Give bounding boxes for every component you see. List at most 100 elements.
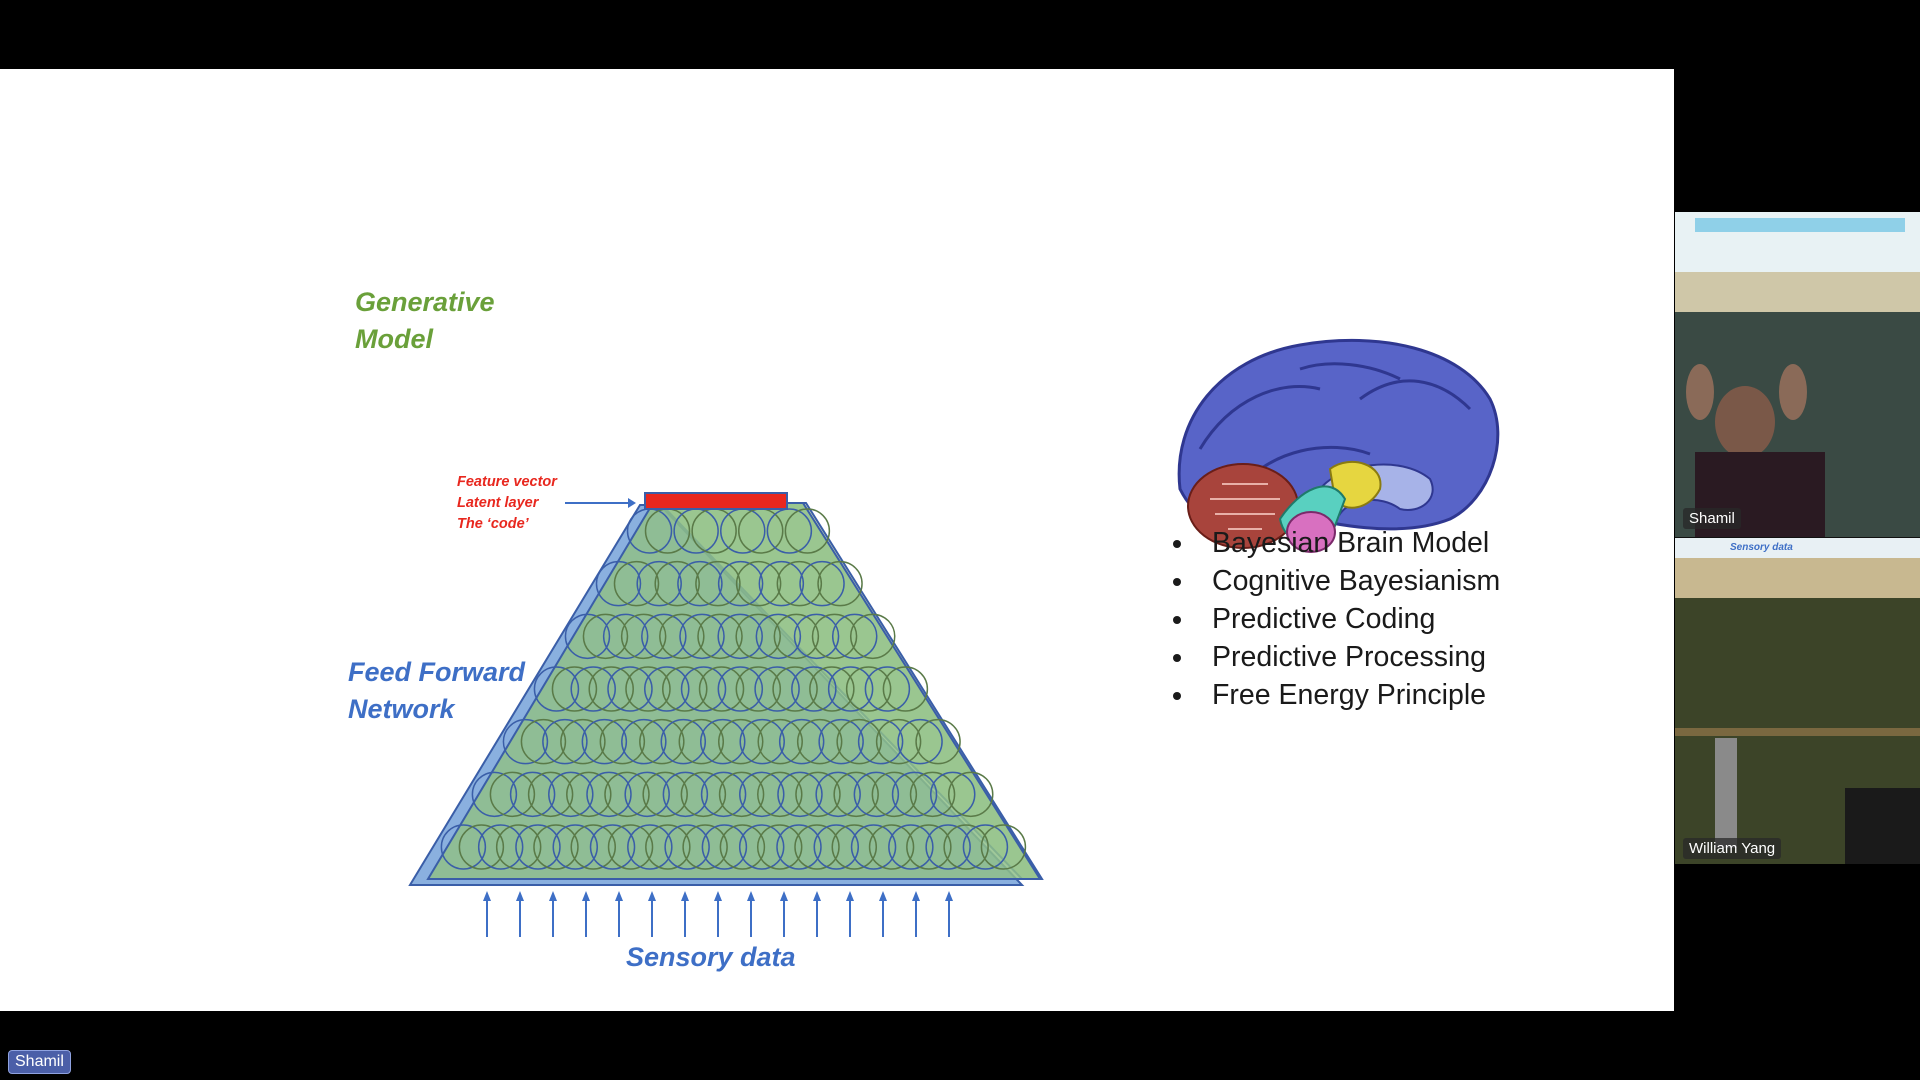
neuron-circle bbox=[604, 771, 650, 818]
neuron-circle bbox=[586, 771, 632, 818]
neuron-circle bbox=[929, 771, 976, 818]
bullet-item: Bayesian Brain Model bbox=[1170, 524, 1500, 562]
neuron-circle bbox=[897, 718, 943, 765]
sensory-arrow-head bbox=[714, 891, 722, 901]
neuron-circle bbox=[756, 824, 803, 870]
neuron-circle bbox=[599, 718, 646, 765]
neuron-circle bbox=[818, 718, 864, 765]
neuron-circle bbox=[602, 613, 649, 660]
neuron-circle bbox=[701, 824, 748, 870]
neuron-circle bbox=[589, 824, 636, 870]
neuron-circle bbox=[739, 771, 785, 818]
neuron-circle bbox=[925, 824, 971, 870]
neuron-circle bbox=[793, 613, 840, 660]
sensory-arrow-head bbox=[582, 891, 590, 901]
neuron-circle bbox=[636, 560, 682, 607]
neuron-circle bbox=[815, 771, 861, 818]
neuron-circle bbox=[773, 613, 820, 660]
neuron-circle bbox=[766, 508, 813, 554]
neuron-circle bbox=[827, 666, 874, 712]
neuron-circle bbox=[735, 666, 782, 712]
neuron-circle bbox=[836, 718, 882, 765]
neuron-circle bbox=[850, 824, 897, 870]
neuron-circle bbox=[642, 771, 688, 818]
generative-model-title: Generative Model bbox=[355, 284, 495, 358]
neuron-circle bbox=[477, 824, 524, 870]
neuron-circle bbox=[717, 560, 764, 607]
neuron-circle bbox=[678, 718, 725, 765]
neuron-circle bbox=[662, 771, 709, 818]
neuron-circle bbox=[853, 771, 900, 818]
neuron-circle bbox=[621, 718, 667, 765]
pyramid-diagram bbox=[408, 338, 1500, 937]
feature-label-line-1: Feature vector bbox=[457, 474, 557, 490]
participant-video-panel: Shamil Sensory data William Yang bbox=[1675, 212, 1920, 864]
neuron-circle bbox=[915, 718, 961, 765]
sensory-arrow-head bbox=[549, 891, 557, 901]
feed-forward-title: Feed Forward Network bbox=[348, 654, 525, 728]
neuron-circle bbox=[735, 560, 782, 607]
neuron-circle bbox=[811, 613, 858, 660]
neuron-circle bbox=[849, 613, 896, 660]
neuron-circles bbox=[440, 508, 1027, 870]
neuron-circle bbox=[754, 666, 800, 712]
neuron-circle bbox=[777, 771, 823, 818]
neuron-circle bbox=[582, 613, 629, 660]
neuron-circle bbox=[644, 666, 690, 712]
neuron-circle bbox=[595, 560, 642, 607]
neuron-circle bbox=[717, 666, 764, 712]
neuron-circle bbox=[943, 824, 989, 870]
neuron-circle bbox=[588, 666, 634, 712]
neuron-circle bbox=[813, 824, 860, 870]
sensory-data-label: Sensory data bbox=[626, 942, 796, 972]
neuron-circle bbox=[515, 824, 561, 870]
neuron-circle bbox=[845, 666, 892, 712]
neuron-circle bbox=[533, 824, 579, 870]
generative-title-line-2: Model bbox=[355, 324, 433, 354]
sensory-arrow-head bbox=[813, 891, 821, 901]
neuron-circle bbox=[697, 613, 743, 660]
neuron-circle bbox=[739, 718, 785, 765]
neuron-circle bbox=[662, 666, 708, 712]
sensory-arrow-head bbox=[615, 891, 623, 901]
neuron-circle bbox=[570, 666, 616, 712]
neuron-circle bbox=[718, 771, 765, 818]
video-tile-shamil[interactable]: Shamil bbox=[1675, 212, 1920, 537]
brain-image bbox=[1177, 338, 1500, 553]
sensory-arrow-head bbox=[516, 891, 524, 901]
neuron-circle bbox=[620, 613, 667, 660]
bullet-item: Cognitive Bayesianism bbox=[1170, 562, 1500, 600]
neuron-circle bbox=[489, 771, 536, 818]
sensory-arrow-head bbox=[879, 891, 887, 901]
neuron-circle bbox=[613, 560, 660, 607]
neuron-circle bbox=[875, 718, 922, 765]
bullet-item: Predictive Coding bbox=[1170, 600, 1500, 638]
neuron-circle bbox=[660, 718, 707, 765]
neuron-circle bbox=[680, 666, 727, 712]
neuron-circle bbox=[699, 718, 746, 765]
video-tile-william-yang[interactable]: Sensory data William Yang bbox=[1675, 538, 1920, 864]
neuron-circle bbox=[784, 508, 831, 554]
neuron-circle bbox=[864, 666, 911, 712]
neuron-circle bbox=[607, 824, 654, 870]
neuron-circle bbox=[776, 824, 822, 870]
shamil-video-frame bbox=[1675, 212, 1920, 537]
neuron-circle bbox=[809, 666, 855, 712]
neuron-circle bbox=[533, 666, 580, 712]
neuron-circle bbox=[799, 560, 845, 607]
participant-name-tag: William Yang bbox=[1683, 838, 1782, 859]
neuron-circle bbox=[778, 718, 825, 765]
sensory-arrow-head bbox=[945, 891, 953, 901]
presentation-slide: Generative Model Feature vector Latent l… bbox=[0, 69, 1674, 1011]
neuron-circle bbox=[542, 718, 588, 765]
neuron-circle bbox=[962, 824, 1009, 870]
self-view-name-tag: Shamil bbox=[8, 1050, 71, 1074]
neuron-circle bbox=[440, 824, 487, 870]
neuron-circle bbox=[566, 771, 612, 818]
neuron-circle bbox=[509, 771, 556, 818]
neuron-circle bbox=[677, 560, 723, 607]
neuron-circle bbox=[857, 718, 904, 765]
neuron-circle bbox=[682, 824, 728, 870]
neuron-circle bbox=[906, 824, 952, 870]
latent-layer-bar bbox=[644, 492, 788, 510]
